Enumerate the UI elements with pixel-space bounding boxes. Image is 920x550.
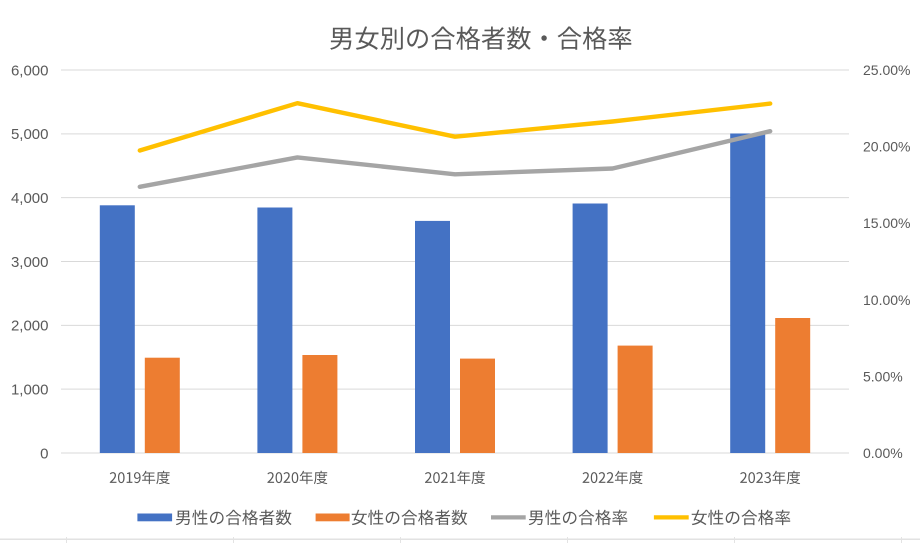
svg-text:1,000: 1,000 [11,382,49,399]
svg-text:10.00%: 10.00% [863,292,910,308]
svg-text:6,000: 6,000 [11,62,49,79]
svg-text:2,000: 2,000 [11,318,49,335]
svg-text:0.00%: 0.00% [863,445,903,461]
svg-text:0: 0 [40,445,48,462]
svg-text:5,000: 5,000 [11,126,49,143]
svg-text:25.00%: 25.00% [863,62,910,78]
svg-text:15.00%: 15.00% [863,215,910,231]
svg-text:4,000: 4,000 [11,190,49,207]
svg-text:20.00%: 20.00% [863,139,910,155]
svg-text:5.00%: 5.00% [863,368,903,384]
svg-text:3,000: 3,000 [11,254,49,271]
